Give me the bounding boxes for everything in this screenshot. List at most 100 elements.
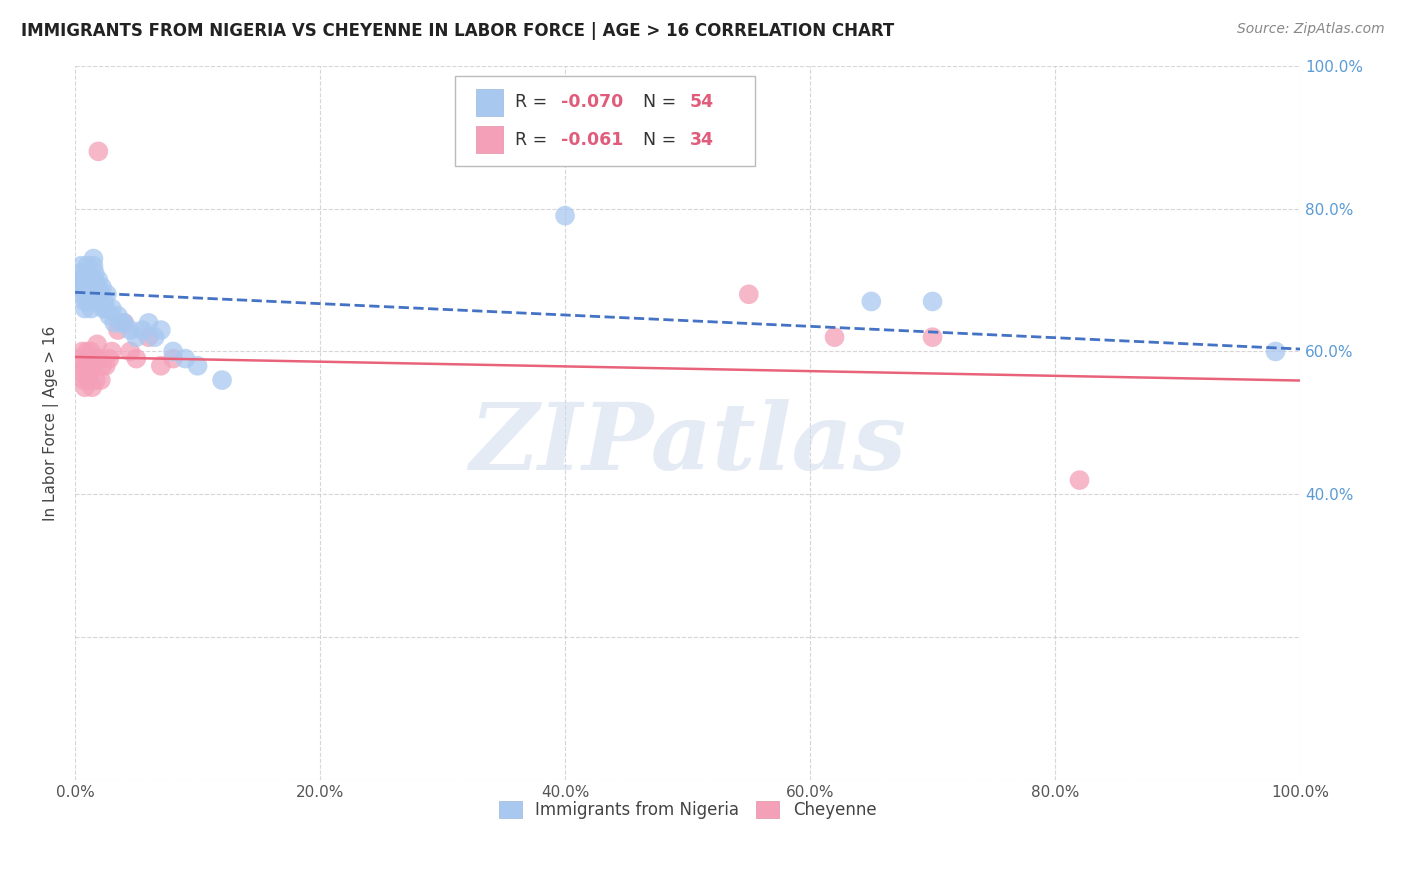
Text: ZIPatlas: ZIPatlas: [470, 400, 905, 490]
Point: [94, 359, 117, 373]
Point: [90, 373, 112, 387]
Point: [76, 344, 98, 359]
Point: [86, 280, 108, 294]
FancyBboxPatch shape: [475, 88, 502, 116]
Point: [96, 287, 118, 301]
Point: [98, 351, 121, 366]
Point: [83, 266, 105, 280]
Point: [79, 366, 101, 380]
Point: [82, 287, 104, 301]
Point: [80, 301, 103, 316]
Point: [103, 316, 125, 330]
Point: [69, 273, 91, 287]
Point: [112, 316, 135, 330]
Point: [87, 145, 110, 159]
Point: [91, 359, 114, 373]
Point: [120, 323, 142, 337]
Point: [89, 351, 111, 366]
Point: [93, 294, 115, 309]
Point: [73, 280, 96, 294]
Point: [69, 359, 91, 373]
Point: [70, 266, 93, 280]
Point: [91, 280, 114, 294]
Point: [79, 273, 101, 287]
Point: [101, 301, 124, 316]
Point: [82, 359, 104, 373]
Point: [211, 373, 233, 387]
Point: [77, 287, 100, 301]
Text: R =: R =: [515, 131, 553, 149]
Point: [120, 344, 142, 359]
Point: [73, 273, 96, 287]
Point: [87, 273, 110, 287]
Point: [72, 287, 94, 301]
Point: [83, 351, 105, 366]
Point: [112, 316, 135, 330]
Point: [83, 273, 105, 287]
Point: [162, 351, 184, 366]
Point: [1069, 473, 1091, 487]
Point: [143, 330, 166, 344]
Point: [149, 359, 172, 373]
Point: [77, 294, 100, 309]
Point: [860, 294, 883, 309]
Point: [738, 287, 761, 301]
Point: [89, 294, 111, 309]
Text: -0.070: -0.070: [561, 93, 624, 112]
Point: [82, 259, 104, 273]
Point: [94, 301, 117, 316]
Point: [73, 373, 96, 387]
FancyBboxPatch shape: [454, 77, 755, 166]
Text: 54: 54: [690, 93, 714, 112]
Text: 34: 34: [690, 131, 714, 149]
Point: [149, 323, 172, 337]
Text: Source: ZipAtlas.com: Source: ZipAtlas.com: [1237, 22, 1385, 37]
Text: N =: N =: [644, 131, 682, 149]
Point: [90, 287, 112, 301]
Point: [73, 301, 96, 316]
Text: -0.061: -0.061: [561, 131, 624, 149]
Point: [162, 344, 184, 359]
Point: [187, 359, 209, 373]
Point: [554, 209, 576, 223]
Point: [84, 287, 107, 301]
Point: [75, 359, 97, 373]
Point: [76, 259, 98, 273]
Point: [82, 280, 104, 294]
Point: [107, 323, 129, 337]
Point: [67, 351, 90, 366]
Point: [70, 259, 93, 273]
Point: [73, 294, 96, 309]
Point: [174, 351, 197, 366]
Point: [125, 330, 148, 344]
Legend: Immigrants from Nigeria, Cheyenne: Immigrants from Nigeria, Cheyenne: [492, 794, 883, 826]
Point: [138, 330, 160, 344]
Point: [79, 280, 101, 294]
Point: [1264, 344, 1286, 359]
Point: [80, 294, 103, 309]
Point: [98, 309, 121, 323]
Point: [101, 344, 124, 359]
Point: [131, 323, 153, 337]
Point: [75, 287, 97, 301]
Y-axis label: In Labor Force | Age > 16: In Labor Force | Age > 16: [44, 326, 59, 521]
Point: [82, 252, 104, 266]
Point: [77, 373, 100, 387]
Point: [82, 380, 104, 394]
Text: R =: R =: [515, 93, 553, 112]
Point: [921, 294, 943, 309]
Point: [73, 380, 96, 394]
Point: [107, 309, 129, 323]
Point: [125, 351, 148, 366]
Point: [86, 337, 108, 351]
Point: [80, 344, 103, 359]
FancyBboxPatch shape: [475, 127, 502, 153]
Point: [91, 301, 114, 316]
Point: [76, 266, 98, 280]
Point: [111, 316, 134, 330]
Point: [67, 280, 90, 294]
Text: IMMIGRANTS FROM NIGERIA VS CHEYENNE IN LABOR FORCE | AGE > 16 CORRELATION CHART: IMMIGRANTS FROM NIGERIA VS CHEYENNE IN L…: [21, 22, 894, 40]
Point: [70, 366, 93, 380]
Text: N =: N =: [644, 93, 682, 112]
Point: [84, 373, 107, 387]
